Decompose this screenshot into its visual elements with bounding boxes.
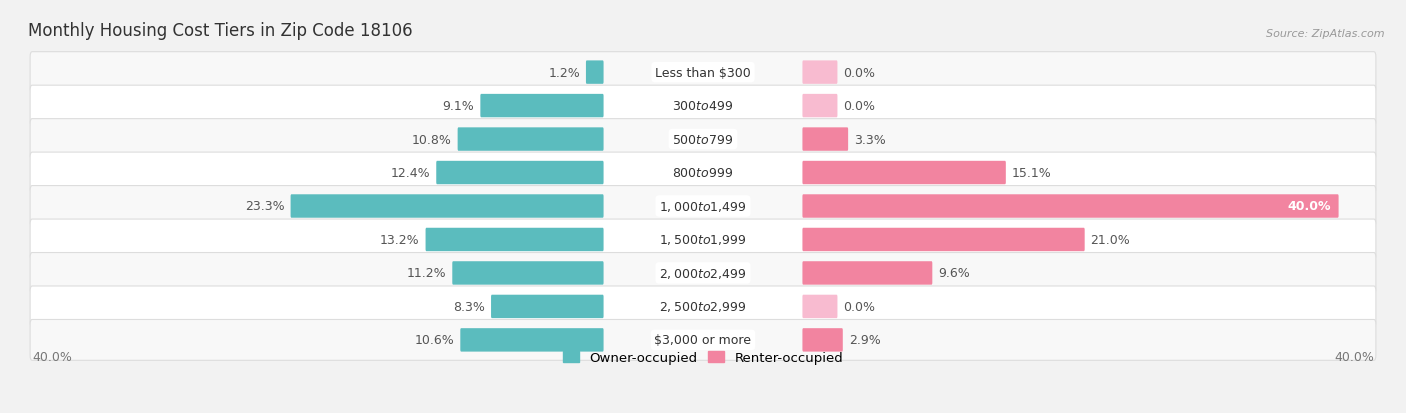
Text: 3.3%: 3.3% (853, 133, 886, 146)
FancyBboxPatch shape (803, 61, 838, 85)
FancyBboxPatch shape (30, 86, 1376, 127)
FancyBboxPatch shape (491, 295, 603, 318)
Text: 10.8%: 10.8% (412, 133, 451, 146)
Text: Source: ZipAtlas.com: Source: ZipAtlas.com (1267, 29, 1385, 39)
Text: 0.0%: 0.0% (844, 300, 876, 313)
FancyBboxPatch shape (803, 95, 838, 118)
Text: Monthly Housing Cost Tiers in Zip Code 18106: Monthly Housing Cost Tiers in Zip Code 1… (28, 22, 413, 40)
Text: 2.9%: 2.9% (849, 334, 880, 347)
FancyBboxPatch shape (30, 153, 1376, 193)
FancyBboxPatch shape (803, 228, 1084, 252)
Text: $2,500 to $2,999: $2,500 to $2,999 (659, 300, 747, 313)
FancyBboxPatch shape (291, 195, 603, 218)
FancyBboxPatch shape (30, 286, 1376, 327)
FancyBboxPatch shape (803, 128, 848, 152)
Text: 9.6%: 9.6% (938, 267, 970, 280)
FancyBboxPatch shape (803, 161, 1005, 185)
Text: 0.0%: 0.0% (844, 66, 876, 79)
FancyBboxPatch shape (30, 186, 1376, 227)
Text: $500 to $799: $500 to $799 (672, 133, 734, 146)
FancyBboxPatch shape (460, 328, 603, 352)
Text: 40.0%: 40.0% (1288, 200, 1331, 213)
FancyBboxPatch shape (803, 295, 838, 318)
Text: 10.6%: 10.6% (415, 334, 454, 347)
Text: $800 to $999: $800 to $999 (672, 166, 734, 180)
FancyBboxPatch shape (457, 128, 603, 152)
Text: $2,000 to $2,499: $2,000 to $2,499 (659, 266, 747, 280)
Text: $1,000 to $1,499: $1,000 to $1,499 (659, 199, 747, 214)
Text: 12.4%: 12.4% (391, 166, 430, 180)
Text: $1,500 to $1,999: $1,500 to $1,999 (659, 233, 747, 247)
Text: 21.0%: 21.0% (1091, 233, 1130, 247)
FancyBboxPatch shape (803, 195, 1339, 218)
FancyBboxPatch shape (30, 52, 1376, 93)
Text: 11.2%: 11.2% (406, 267, 447, 280)
Text: 40.0%: 40.0% (1334, 351, 1374, 363)
FancyBboxPatch shape (481, 95, 603, 118)
FancyBboxPatch shape (30, 119, 1376, 160)
FancyBboxPatch shape (30, 320, 1376, 361)
Text: 40.0%: 40.0% (32, 351, 72, 363)
FancyBboxPatch shape (30, 253, 1376, 294)
Text: 15.1%: 15.1% (1012, 166, 1052, 180)
Text: 23.3%: 23.3% (245, 200, 284, 213)
FancyBboxPatch shape (453, 261, 603, 285)
Text: 13.2%: 13.2% (380, 233, 419, 247)
FancyBboxPatch shape (436, 161, 603, 185)
Text: Less than $300: Less than $300 (655, 66, 751, 79)
Text: 1.2%: 1.2% (548, 66, 581, 79)
FancyBboxPatch shape (803, 261, 932, 285)
Text: 0.0%: 0.0% (844, 100, 876, 113)
Text: $3,000 or more: $3,000 or more (655, 334, 751, 347)
FancyBboxPatch shape (586, 61, 603, 85)
FancyBboxPatch shape (803, 328, 842, 352)
Text: $300 to $499: $300 to $499 (672, 100, 734, 113)
Legend: Owner-occupied, Renter-occupied: Owner-occupied, Renter-occupied (558, 346, 848, 369)
FancyBboxPatch shape (426, 228, 603, 252)
Text: 8.3%: 8.3% (453, 300, 485, 313)
Text: 9.1%: 9.1% (443, 100, 474, 113)
FancyBboxPatch shape (30, 220, 1376, 260)
